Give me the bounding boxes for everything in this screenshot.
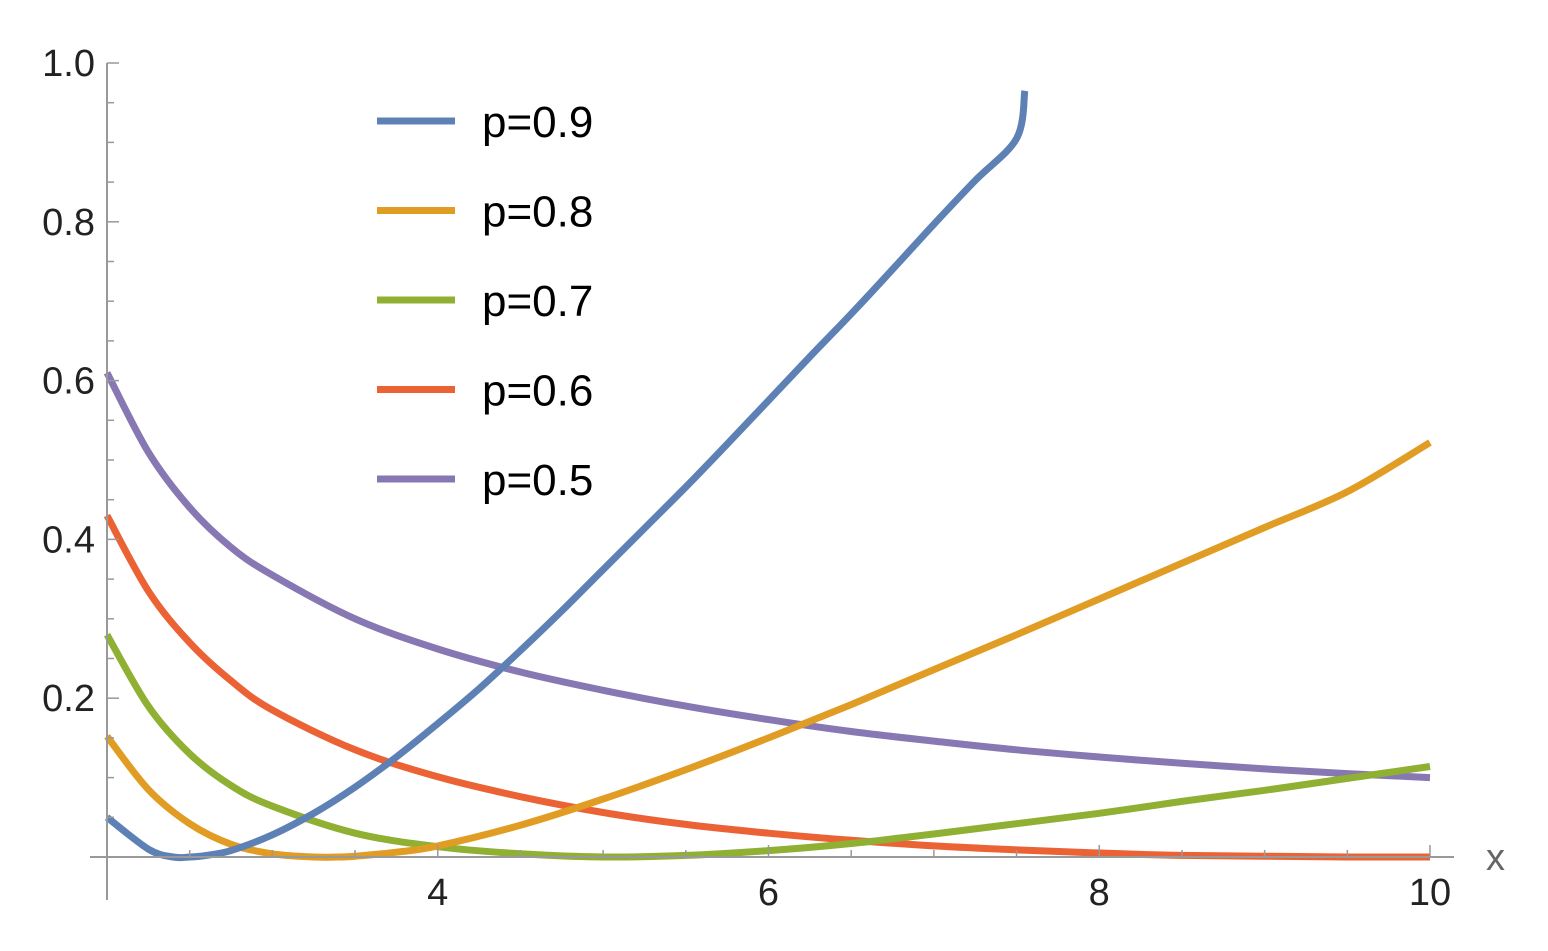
axes: 4 6 8 10 0.2 0.4 0.6 0.8 1.0 x [42,43,1505,914]
series-line-p-0-5 [103,371,1431,782]
legend-label: p=0.9 [482,98,593,147]
legend-label: p=0.7 [482,277,593,326]
y-ticks: 0.2 0.4 0.6 0.8 1.0 [42,43,119,819]
legend: p=0.9 p=0.8 p=0.7 p=0.6 p=0.5 [377,98,593,505]
series-line-p-0-8 [104,439,1432,861]
x-tick-label: 4 [427,872,448,914]
y-tick-label: 0.6 [42,361,95,403]
y-tick-label: 0.8 [42,202,95,244]
legend-item: p=0.8 [377,188,593,237]
series-lines [103,90,1432,862]
y-tick-label: 1.0 [42,43,95,85]
x-axis-label: x [1486,837,1505,879]
series-line-p-0-9 [104,90,1029,862]
legend-label: p=0.8 [482,188,593,237]
legend-item: p=0.5 [377,456,593,505]
legend-label: p=0.5 [482,456,593,505]
x-ticks: 4 6 8 10 [188,845,1451,914]
series-line-p-0-7 [103,632,1431,861]
legend-item: p=0.7 [377,277,593,326]
series-line-p-0-6 [103,513,1431,861]
y-tick-label: 0.4 [42,519,95,561]
legend-item: p=0.6 [377,367,593,416]
y-tick-label: 0.2 [42,678,95,720]
x-tick-label: 8 [1089,872,1110,914]
legend-label: p=0.6 [482,367,593,416]
legend-item: p=0.9 [377,98,593,147]
x-tick-label: 6 [758,872,779,914]
x-tick-label: 10 [1409,872,1451,914]
